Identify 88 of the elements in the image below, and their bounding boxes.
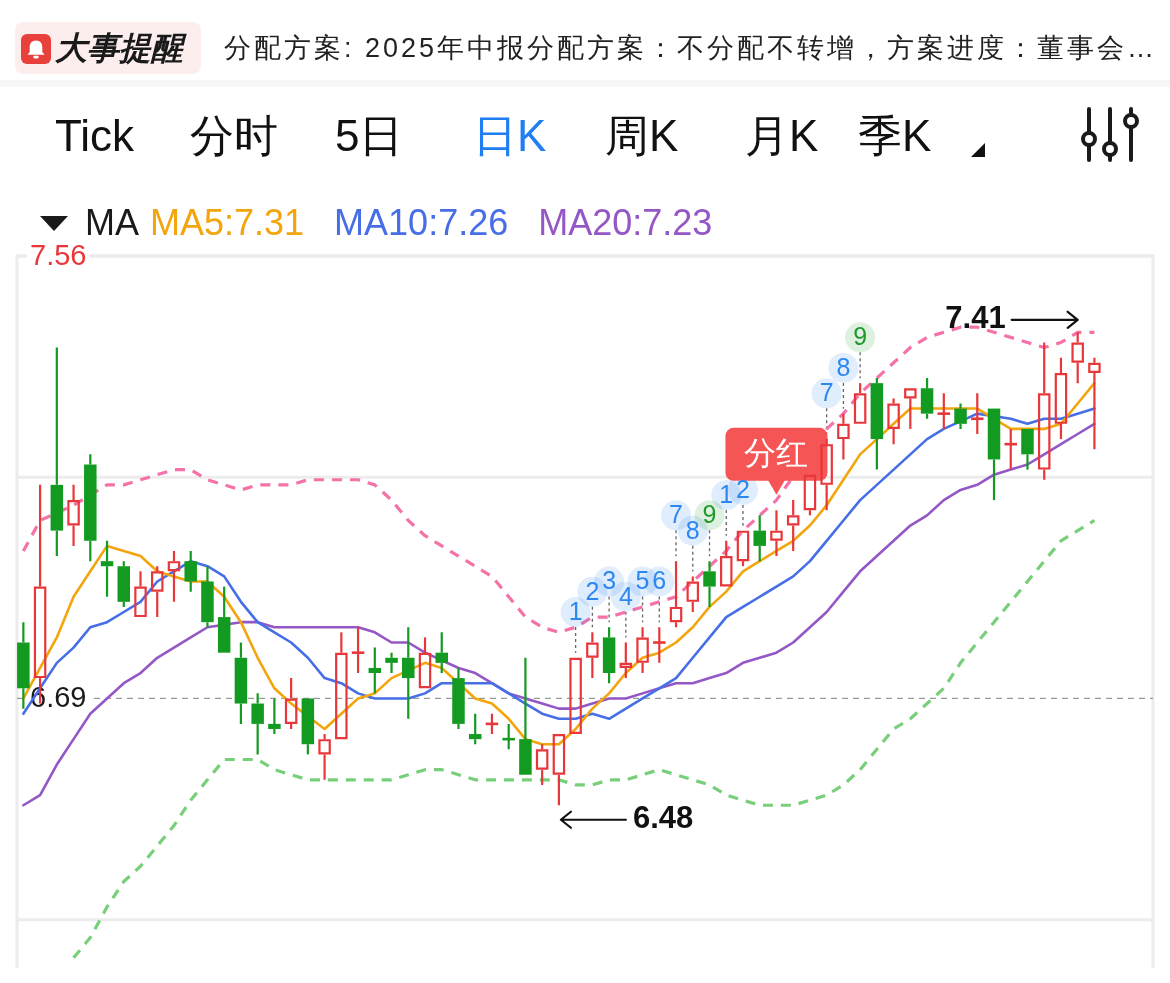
candlestick xyxy=(201,565,214,629)
annotation: 7 xyxy=(669,500,683,529)
candlestick xyxy=(651,626,667,664)
annotation: 1 xyxy=(719,479,734,508)
annotation: 9 xyxy=(853,322,868,351)
text: 季K xyxy=(858,110,932,162)
badge: 大事提醒 xyxy=(15,22,201,74)
candlestick xyxy=(84,453,97,563)
candlestick xyxy=(1071,331,1084,385)
annotation: 9 xyxy=(702,500,717,529)
candlestick xyxy=(418,636,432,689)
candlestick xyxy=(703,560,716,609)
text: 分时 xyxy=(190,110,278,162)
candlestick xyxy=(736,530,750,568)
candlestick xyxy=(318,732,331,781)
candlestick xyxy=(50,346,64,558)
annotation: 8 xyxy=(685,515,700,544)
annotation: 分红 xyxy=(744,435,809,472)
candlestick xyxy=(535,743,549,787)
candlestick xyxy=(853,382,867,424)
text: 周K xyxy=(605,110,679,162)
annotation: 6.48 xyxy=(632,800,694,836)
annotation: 2 xyxy=(736,474,750,503)
candlestick xyxy=(969,392,985,436)
candlestick xyxy=(268,697,281,736)
candlestick xyxy=(619,641,633,680)
candlestick xyxy=(1054,356,1068,441)
annotation: 4 xyxy=(618,581,633,610)
candlestick xyxy=(217,585,231,653)
annotation: 8 xyxy=(836,352,851,381)
text: 分配方案: 2025年中报分配方案：不分配不转增，方案进度：董事会… xyxy=(224,32,1158,65)
candlestick xyxy=(636,626,649,675)
candlestick xyxy=(284,677,298,731)
candlestick xyxy=(602,626,616,685)
legend-title: MA xyxy=(85,202,139,244)
candlestick xyxy=(368,646,382,695)
candlestick xyxy=(1037,341,1051,481)
candlestick xyxy=(167,549,181,603)
candlestick xyxy=(987,408,1001,502)
text: 日K xyxy=(473,110,547,162)
candlestick xyxy=(954,402,967,431)
candlestick xyxy=(753,514,766,563)
text: 5日 xyxy=(335,110,404,162)
candlestick xyxy=(251,692,264,756)
text: 月K xyxy=(745,110,819,162)
candlestick xyxy=(350,626,366,675)
candlestick xyxy=(117,560,131,609)
candlestick xyxy=(904,388,917,431)
text: MA20:7.23 xyxy=(538,202,713,244)
candlestick xyxy=(184,549,197,593)
candlestick xyxy=(936,392,952,431)
candlestick xyxy=(870,376,884,471)
candlestick xyxy=(234,641,248,725)
candlestick xyxy=(301,698,315,756)
candlestick xyxy=(519,656,532,775)
annotation: 2 xyxy=(585,576,600,605)
candlestick xyxy=(468,712,482,746)
candlestick xyxy=(820,437,833,512)
candlestick xyxy=(1021,428,1034,471)
annotation: 3 xyxy=(602,566,617,595)
annotation: 7 xyxy=(819,378,834,407)
annotation: 5 xyxy=(635,566,650,595)
candlestick xyxy=(435,631,448,675)
candlestick xyxy=(887,397,900,446)
candlestick xyxy=(134,570,147,618)
candlestick xyxy=(100,539,114,598)
candlestick xyxy=(786,499,800,553)
candlestick xyxy=(586,631,599,680)
candlestick xyxy=(67,483,80,547)
candlestick xyxy=(150,565,164,619)
candlestick xyxy=(335,631,348,740)
candlestick xyxy=(402,626,415,720)
candlestick xyxy=(385,651,398,675)
candlestick xyxy=(837,412,850,461)
candlestick xyxy=(452,666,465,731)
candlestick xyxy=(552,734,566,807)
candlestick xyxy=(17,621,30,710)
candlestick xyxy=(770,509,783,558)
candlestick xyxy=(1088,356,1101,451)
text: Tick xyxy=(55,110,135,162)
text: MA10:7.26 xyxy=(334,202,509,244)
annotation: 6 xyxy=(652,566,667,595)
text: MA5:7.31 xyxy=(150,202,305,244)
annotation: 7.41 xyxy=(945,300,1006,336)
annotation: 1 xyxy=(568,596,583,625)
candlestick xyxy=(669,560,683,629)
y-tick-label: 7.56 xyxy=(30,239,87,271)
candlestick xyxy=(803,474,817,517)
